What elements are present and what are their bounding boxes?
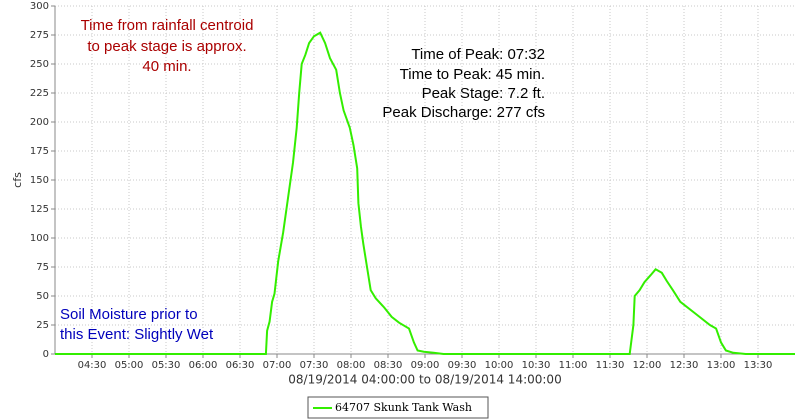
annotation: this Event: Slightly Wet	[60, 326, 214, 343]
legend: 64707 Skunk Tank Wash	[307, 396, 489, 419]
y-tick-label: 275	[30, 30, 49, 41]
y-tick-label: 175	[30, 146, 49, 157]
annotation: Time of Peak: 07:32	[411, 46, 545, 63]
y-tick-label: 0	[43, 349, 49, 360]
x-tick-label: 11:30	[596, 360, 625, 371]
annotation: to peak stage is approx.	[87, 38, 246, 55]
legend-label: 64707 Skunk Tank Wash	[335, 401, 472, 414]
annotation: Time to Peak: 45 min.	[400, 66, 545, 83]
x-tick-label: 09:30	[448, 360, 477, 371]
annotation: 40 min.	[142, 58, 191, 75]
x-tick-label: 12:00	[633, 360, 662, 371]
y-tick-label: 100	[30, 233, 49, 244]
x-axis-label: 08/19/2014 04:00:00 to 08/19/2014 14:00:…	[288, 373, 561, 387]
y-tick-label: 25	[36, 320, 49, 331]
x-tick-label: 11:00	[559, 360, 588, 371]
y-tick-label: 225	[30, 88, 49, 99]
annotation: Time from rainfall centroid	[81, 17, 254, 34]
x-tick-label: 09:00	[411, 360, 440, 371]
x-tick-label: 08:00	[337, 360, 366, 371]
x-tick-label: 12:30	[670, 360, 699, 371]
x-tick-label: 08:30	[374, 360, 403, 371]
y-tick-label: 150	[30, 175, 49, 186]
annotation: Soil Moisture prior to	[60, 306, 198, 323]
x-tick-label: 05:00	[115, 360, 144, 371]
x-tick-label: 10:30	[522, 360, 551, 371]
x-tick-label: 06:30	[226, 360, 255, 371]
annotation: Peak Stage: 7.2 ft.	[422, 85, 545, 102]
y-tick-label: 50	[36, 291, 49, 302]
x-tick-label: 13:00	[707, 360, 736, 371]
legend-box	[307, 396, 489, 419]
y-tick-label: 250	[30, 59, 49, 70]
x-tick-label: 10:00	[485, 360, 514, 371]
annotation: Peak Discharge: 277 cfs	[382, 104, 545, 121]
y-tick-label: 75	[36, 262, 49, 273]
y-tick-label: 300	[30, 1, 49, 12]
y-axis-label: cfs	[11, 172, 24, 188]
x-tick-label: 05:30	[152, 360, 181, 371]
y-tick-label: 125	[30, 204, 49, 215]
data-line	[55, 31, 795, 355]
x-tick-label: 07:00	[263, 360, 292, 371]
x-tick-label: 07:30	[300, 360, 329, 371]
y-tick-label: 200	[30, 117, 49, 128]
x-tick-label: 13:30	[744, 360, 773, 371]
x-tick-label: 04:30	[78, 360, 107, 371]
x-tick-label: 06:00	[189, 360, 218, 371]
